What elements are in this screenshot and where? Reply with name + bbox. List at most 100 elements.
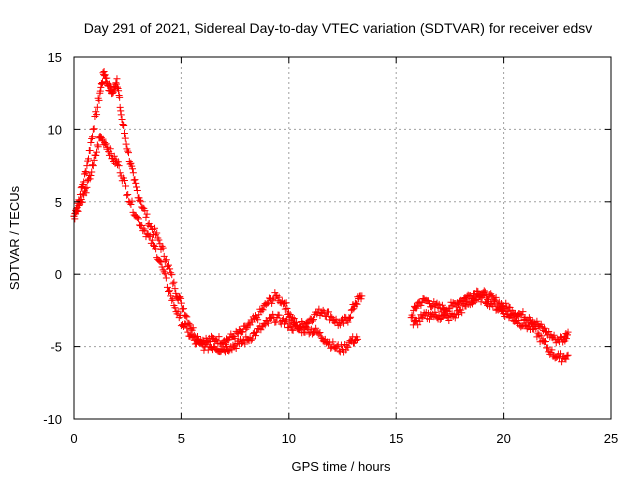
- data-point: [537, 332, 545, 340]
- data-point: [152, 245, 160, 253]
- data-point: [183, 324, 191, 332]
- y-tick-label: -5: [50, 340, 62, 355]
- data-point: [93, 141, 101, 149]
- data-point: [316, 329, 324, 337]
- data-point: [75, 201, 83, 209]
- data-point: [286, 319, 294, 327]
- data-point: [313, 310, 321, 318]
- data-point: [131, 176, 139, 184]
- data-point: [346, 314, 354, 322]
- data-point: [564, 351, 572, 359]
- data-point: [303, 324, 311, 332]
- data-point: [327, 312, 335, 320]
- data-point: [140, 225, 148, 233]
- data-point: [113, 161, 121, 169]
- data-point: [121, 134, 129, 142]
- data-point: [90, 156, 98, 164]
- data-point: [159, 244, 167, 252]
- data-point: [177, 299, 185, 307]
- data-point: [162, 274, 170, 282]
- data-point: [165, 288, 173, 295]
- data-point: [189, 324, 197, 332]
- data-point: [120, 176, 128, 184]
- data-point: [81, 167, 89, 175]
- data-point: [451, 314, 459, 322]
- data-point: [165, 261, 173, 269]
- data-point: [110, 152, 118, 160]
- data-point: [116, 103, 124, 111]
- data-point: [143, 210, 151, 218]
- y-axis-label: SDTVAR / TECUs: [7, 185, 22, 290]
- data-point: [97, 80, 105, 88]
- data-point: [347, 313, 355, 321]
- data-point: [261, 321, 269, 329]
- data-point: [544, 344, 552, 352]
- data-point: [103, 74, 111, 82]
- data-point: [88, 135, 96, 143]
- data-point: [317, 333, 325, 341]
- data-point: [168, 296, 176, 304]
- data-point: [169, 280, 177, 288]
- data-point: [118, 115, 126, 123]
- data-point: [133, 214, 141, 222]
- data-point: [558, 358, 566, 366]
- data-point: [162, 256, 170, 264]
- data-point: [112, 79, 120, 87]
- data-point: [281, 305, 289, 313]
- data-point: [155, 236, 163, 244]
- data-point: [98, 78, 106, 86]
- data-point: [203, 338, 211, 346]
- data-point: [177, 294, 185, 302]
- data-point: [468, 300, 476, 308]
- x-tick-label: 25: [604, 431, 618, 446]
- data-point: [120, 129, 128, 137]
- y-tick-label: 10: [48, 122, 62, 137]
- data-point: [435, 300, 443, 308]
- data-point: [253, 328, 261, 336]
- data-point: [183, 313, 191, 321]
- data-point: [172, 289, 180, 297]
- data-point: [332, 315, 340, 323]
- data-point: [101, 139, 109, 147]
- data-point: [540, 324, 548, 332]
- data-point: [285, 309, 293, 317]
- data-point: [98, 80, 106, 88]
- data-points: [70, 67, 572, 366]
- data-point: [269, 296, 277, 304]
- chart-title: Day 291 of 2021, Sidereal Day-to-day VTE…: [84, 20, 593, 36]
- data-point: [81, 185, 89, 193]
- data-point: [508, 313, 516, 321]
- data-point: [89, 133, 97, 141]
- data-point: [119, 121, 127, 129]
- data-point: [117, 111, 125, 119]
- data-point: [79, 190, 87, 198]
- data-point: [552, 353, 560, 361]
- data-point: [269, 310, 277, 318]
- data-point: [82, 189, 90, 197]
- data-point: [74, 207, 82, 215]
- data-point: [180, 305, 188, 313]
- data-point: [238, 328, 246, 336]
- data-point: [541, 338, 549, 346]
- data-point: [141, 207, 149, 215]
- data-point: [125, 149, 133, 157]
- data-point: [115, 162, 123, 170]
- data-point: [412, 304, 420, 312]
- data-point: [340, 319, 348, 327]
- data-point: [259, 306, 267, 314]
- data-point: [189, 333, 197, 341]
- x-tick-label: 10: [282, 431, 296, 446]
- data-point: [283, 316, 291, 324]
- y-tick-label: -10: [43, 412, 62, 427]
- data-point: [97, 83, 105, 91]
- data-point: [133, 186, 141, 194]
- x-tick-label: 5: [178, 431, 185, 446]
- data-point: [161, 270, 169, 278]
- data-point: [325, 308, 333, 316]
- data-point: [416, 317, 424, 325]
- data-point: [333, 342, 341, 350]
- data-point: [128, 197, 136, 205]
- data-point: [106, 145, 114, 153]
- data-point: [454, 301, 462, 309]
